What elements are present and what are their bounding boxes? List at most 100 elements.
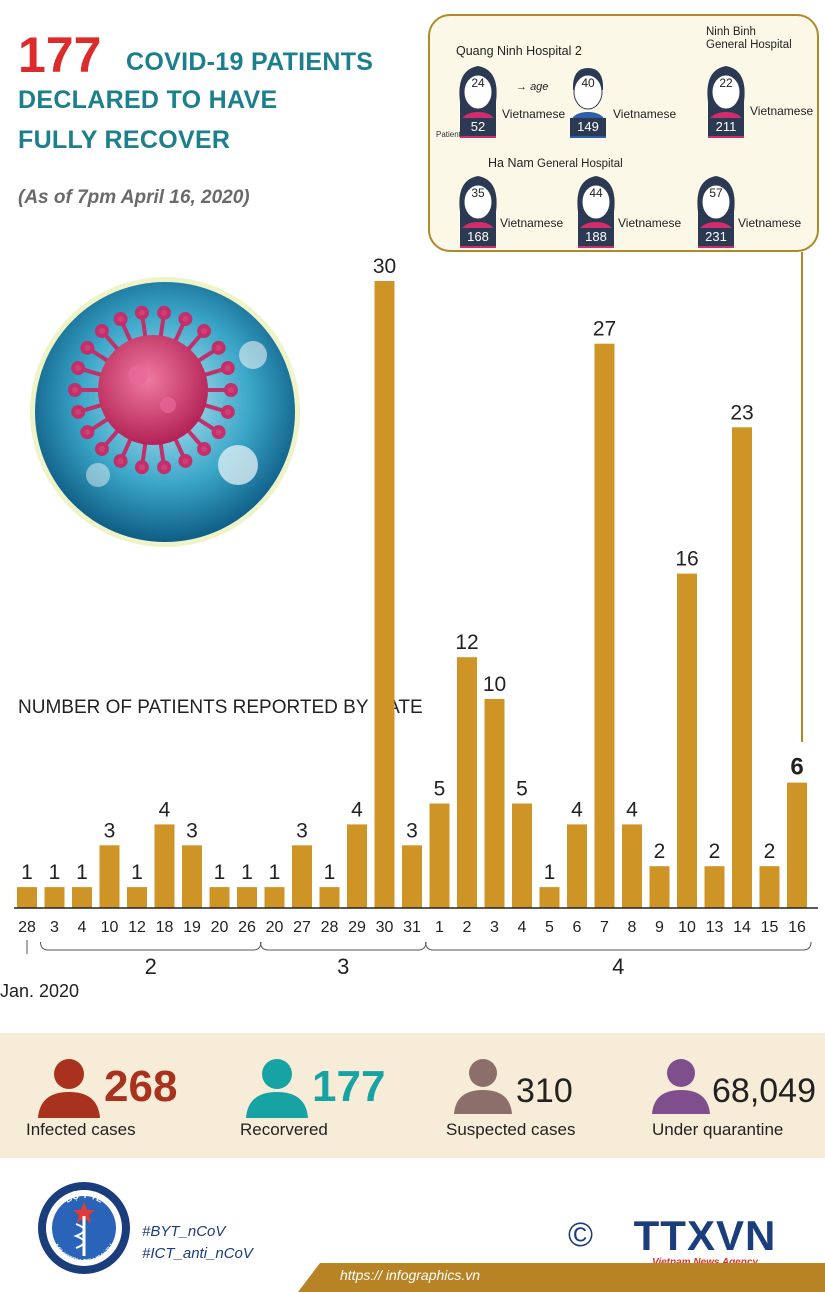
website-band: [298, 1263, 825, 1292]
x-tick-label: 26: [238, 919, 256, 936]
person-icon: [454, 1059, 512, 1114]
bar: [127, 887, 147, 908]
x-tick-label: 4: [78, 919, 87, 936]
agency-name: TTXVN: [633, 1212, 777, 1259]
ministry-of-health-logo: BỘ Y TẾ MINISTRY OF HEALTH: [36, 1180, 132, 1276]
x-tick-label: 14: [733, 919, 751, 936]
bar-value-label: 16: [675, 548, 698, 571]
x-tick-label: 19: [183, 919, 201, 936]
patient-card: 44 188: [572, 172, 620, 248]
virus-spike-tip: [113, 453, 128, 468]
virus-spike-tip: [94, 324, 109, 339]
hospital-label: Ninh Binh General Hospital: [706, 26, 792, 52]
bar-value-label: 1: [241, 861, 253, 884]
recovered-patients-panel: Quang Ninh Hospital 2 Ninh Binh General …: [428, 14, 819, 252]
bar-chart: 1281314310112418319120126120327128429303…: [0, 255, 818, 1001]
virus-spike-tip: [220, 404, 235, 419]
bar: [347, 824, 367, 908]
bar-value-label: 1: [324, 861, 336, 884]
bar: [264, 887, 285, 908]
x-tick-label: 4: [518, 919, 527, 936]
month-label: 3: [337, 954, 349, 979]
bar-value-label: 3: [104, 819, 116, 842]
bar-value-label: 4: [351, 798, 363, 821]
patient-card: 35 168: [454, 172, 502, 248]
x-tick-label: 15: [761, 919, 779, 936]
as-of-date: (As of 7pm April 16, 2020): [18, 187, 250, 208]
x-tick-label: 16: [788, 919, 806, 936]
x-tick-label: 8: [628, 919, 637, 936]
patient-id: 231: [698, 228, 734, 246]
bar: [374, 281, 395, 908]
bar: [182, 845, 202, 908]
patient-card: 57 231: [692, 172, 740, 248]
patient-nationality: Vietnamese: [618, 216, 682, 230]
bar: [649, 866, 670, 908]
month-bracket: [40, 941, 262, 951]
patient-age: 44: [589, 186, 603, 200]
chart-title: NUMBER OF PATIENTS REPORTED BY DATE: [18, 697, 423, 718]
bar-value-label: 1: [49, 861, 61, 884]
virus-spike-tip: [71, 404, 86, 419]
bar-value-label: 4: [626, 798, 638, 821]
bar: [787, 782, 807, 908]
virus-spike-tip: [211, 425, 226, 440]
x-tick-label: 29: [348, 919, 366, 936]
month-bracket: [260, 941, 427, 951]
x-tick-label: 1: [435, 919, 444, 936]
x-tick-label: 10: [678, 919, 696, 936]
bar-value-label: 4: [159, 798, 171, 821]
bar: [539, 887, 560, 908]
hashtag: #ICT_anti_nCoV: [142, 1245, 253, 1262]
recovered-label: Recorvered: [240, 1120, 328, 1139]
title-line-1: COVID-19 PATIENTS: [126, 48, 374, 76]
bar-value-label: 3: [296, 819, 308, 842]
x-tick-label: 31: [403, 919, 421, 936]
website-link[interactable]: https:// infographics.vn: [340, 1267, 481, 1283]
patient-card: 40 149: [564, 62, 612, 138]
bar-value-label: 1: [269, 861, 281, 884]
x-tick-label: 2: [463, 919, 472, 936]
month-label: 4: [612, 954, 624, 979]
title-line-3: FULLY RECOVER: [18, 126, 231, 154]
month-bracket: [425, 941, 812, 951]
virus-spike-tip: [80, 425, 95, 440]
bar-value-label: 2: [764, 840, 776, 863]
x-tick-label: 3: [490, 919, 499, 936]
recovered-count-headline: 177: [18, 27, 102, 83]
virus-spike-tip: [197, 324, 212, 339]
virus-spike-tip: [68, 383, 82, 397]
hashtags: #BYT_nCoV #ICT_anti_nCoV: [142, 1221, 253, 1265]
bar: [237, 887, 257, 908]
hospital-label: Quang Ninh Hospital 2: [456, 44, 582, 58]
bar: [429, 803, 450, 908]
patient-nationality: Vietnamese: [500, 216, 564, 230]
person-icon: [652, 1059, 710, 1114]
first-month-label: Jan. 2020: [0, 981, 79, 1001]
x-tick-label: 13: [706, 919, 724, 936]
legend-patient: Patient: [436, 130, 461, 139]
bar: [622, 824, 642, 908]
suspected-count: 310: [516, 1072, 573, 1110]
bar-value-label: 12: [455, 631, 478, 654]
patient-age: 57: [709, 186, 723, 200]
infected-label: Infected cases: [26, 1120, 136, 1139]
x-tick-label: 5: [545, 919, 554, 936]
patient-id: 52: [460, 118, 496, 136]
bar-value-label: 1: [21, 861, 33, 884]
legend-age: → age: [516, 81, 549, 93]
virus-spike-tip: [178, 312, 193, 327]
hashtag: #BYT_nCoV: [142, 1223, 226, 1240]
virus-spike-tip: [113, 312, 128, 327]
virus-spike-tip: [134, 305, 149, 320]
bar: [759, 866, 780, 908]
agency-subtitle: Vietnam News Agency: [616, 1257, 794, 1268]
bar: [567, 824, 587, 908]
virus-spike-tip: [178, 453, 193, 468]
x-tick-label: 12: [128, 919, 146, 936]
bar: [677, 573, 697, 908]
bar-value-label: 4: [571, 798, 583, 821]
patient-nationality: Vietnamese: [502, 107, 566, 121]
bar: [319, 887, 340, 908]
x-tick-label: 18: [156, 919, 174, 936]
